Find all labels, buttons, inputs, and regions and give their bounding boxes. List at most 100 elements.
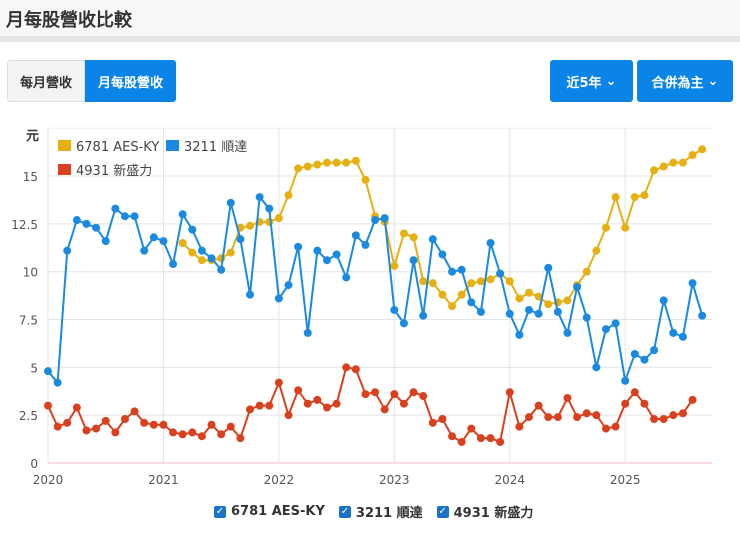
data-point	[448, 432, 457, 441]
data-point	[611, 422, 620, 431]
data-point	[659, 162, 668, 171]
data-point	[659, 296, 668, 305]
toggle-4931[interactable]: ✓ 4931 新盛力	[436, 502, 534, 521]
y-tick-label: 2.5	[19, 409, 38, 423]
data-point	[630, 388, 639, 397]
data-point	[101, 237, 110, 246]
data-point	[111, 204, 120, 213]
data-point	[419, 311, 428, 320]
data-point	[92, 223, 101, 232]
data-point	[149, 233, 158, 242]
data-point	[284, 411, 293, 420]
data-point	[515, 294, 524, 303]
data-point	[592, 411, 601, 420]
data-point	[409, 388, 418, 397]
data-point	[544, 263, 553, 272]
data-point	[265, 401, 274, 410]
data-point	[525, 305, 533, 314]
data-point	[197, 432, 206, 441]
data-point	[399, 399, 408, 408]
revenue-tabs: 每月營收 月每股營收	[7, 60, 177, 102]
data-point	[351, 156, 360, 165]
toggle-3211[interactable]: ✓ 3211 順達	[338, 502, 423, 521]
data-point	[698, 311, 707, 320]
series-line	[47, 366, 694, 444]
legend-swatch	[166, 140, 179, 151]
legend-label: 3211 順達	[184, 140, 247, 155]
x-tick-label: 2023	[379, 473, 410, 487]
data-point	[448, 302, 457, 311]
data-point	[63, 418, 72, 427]
data-point	[130, 212, 139, 221]
data-point	[303, 328, 312, 337]
data-point	[303, 399, 312, 408]
data-point	[322, 158, 331, 167]
tab-monthly-eps-revenue[interactable]: 月每股營收	[85, 60, 177, 102]
data-point	[351, 231, 360, 240]
checkbox-checked-icon[interactable]: ✓	[436, 505, 449, 518]
data-point	[284, 191, 293, 200]
data-point	[332, 250, 341, 259]
page-header: 月每股營收比較	[0, 0, 740, 42]
data-point	[698, 145, 707, 154]
data-point	[246, 405, 255, 414]
x-tick-label: 2020	[33, 473, 64, 487]
x-tick-label: 2021	[148, 473, 179, 487]
data-point	[303, 162, 312, 171]
data-point	[650, 346, 659, 355]
data-point	[611, 193, 620, 202]
data-point	[486, 275, 495, 284]
basis-dropdown[interactable]: 合併為主 ⌄	[637, 60, 733, 102]
x-tick-label: 2022	[264, 473, 295, 487]
data-point	[438, 415, 447, 424]
data-point	[592, 363, 601, 372]
data-point	[438, 250, 447, 259]
data-point	[140, 418, 149, 427]
data-point	[294, 386, 303, 395]
data-point	[188, 248, 197, 257]
data-point	[332, 158, 341, 167]
data-point	[601, 424, 610, 433]
data-point	[563, 393, 572, 402]
data-point	[217, 430, 226, 439]
data-point	[496, 437, 505, 446]
period-dropdown[interactable]: 近5年 ⌄	[550, 60, 633, 102]
data-point	[476, 434, 485, 443]
data-point	[678, 409, 687, 418]
data-point	[332, 399, 341, 408]
data-point	[322, 256, 331, 265]
data-point	[544, 413, 553, 422]
chevron-down-icon: ⌄	[605, 73, 617, 89]
y-axis-unit: 元	[26, 129, 39, 144]
data-point	[457, 437, 466, 446]
data-point	[640, 191, 649, 200]
data-point	[505, 309, 514, 318]
tab-monthly-revenue[interactable]: 每月營收	[7, 60, 86, 102]
data-point	[688, 279, 697, 288]
toggle-label: 4931 新盛力	[453, 506, 534, 521]
data-point	[630, 349, 639, 358]
checkbox-checked-icon[interactable]: ✓	[338, 505, 351, 518]
data-point	[563, 328, 572, 337]
data-point	[120, 415, 129, 424]
data-point	[601, 325, 610, 334]
data-point	[650, 415, 659, 424]
data-point	[601, 223, 610, 232]
toggle-label: 3211 順達	[355, 506, 423, 521]
checkbox-checked-icon[interactable]: ✓	[214, 505, 226, 518]
data-point	[92, 424, 101, 433]
data-point	[380, 214, 389, 223]
data-point	[140, 246, 149, 255]
data-point	[149, 420, 158, 429]
data-point	[53, 422, 62, 431]
toggle-label: 6781 AES-KY	[231, 504, 325, 519]
data-point	[611, 319, 620, 328]
data-point	[486, 239, 495, 248]
toggle-6781[interactable]: ✓ 6781 AES-KY	[214, 502, 325, 521]
data-point	[582, 409, 591, 418]
data-point	[592, 246, 601, 255]
data-point	[678, 332, 687, 341]
data-point	[621, 223, 630, 232]
data-point	[226, 198, 235, 207]
data-point	[313, 246, 322, 255]
